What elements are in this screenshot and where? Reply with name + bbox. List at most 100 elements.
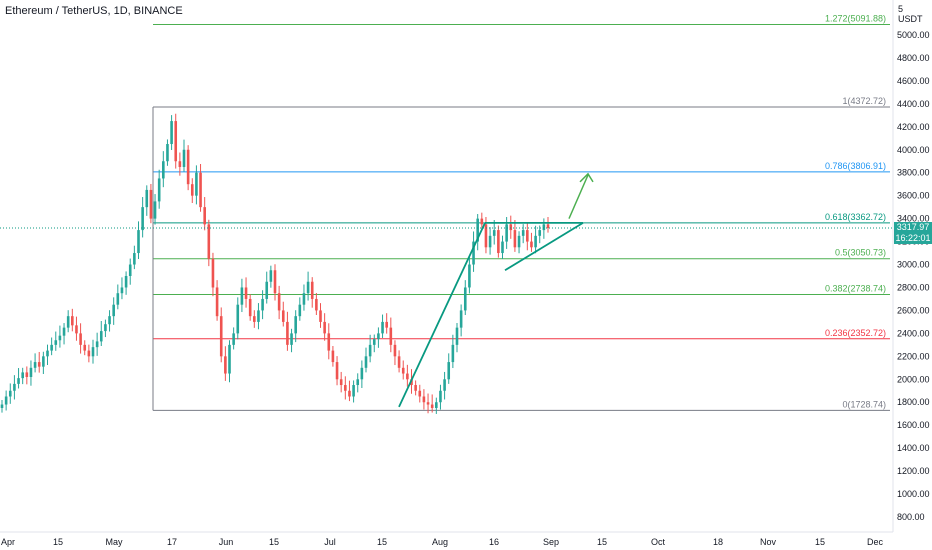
candle-body xyxy=(273,270,277,294)
candle-body xyxy=(170,121,173,145)
candle-body xyxy=(422,396,426,403)
candle-body xyxy=(377,333,380,340)
candle-body xyxy=(352,385,355,397)
bar-countdown: 16:22:01 xyxy=(895,233,931,243)
candle-body xyxy=(492,230,496,236)
candle-body xyxy=(21,372,24,379)
price-tick-label: 4800.00 xyxy=(897,53,930,63)
candle-body xyxy=(488,235,492,248)
candle-body xyxy=(418,390,422,397)
price-tick-label: 4200.00 xyxy=(897,122,930,132)
fib-level-label: 0.5(3050.73) xyxy=(835,248,886,258)
price-tick-label: 1800.00 xyxy=(897,397,930,407)
candle-body xyxy=(530,241,533,248)
time-tick-label: Dec xyxy=(867,537,884,547)
trend-line[interactable] xyxy=(398,222,486,408)
candle-body xyxy=(546,224,550,229)
candle-body xyxy=(50,344,53,351)
time-tick-label: Sep xyxy=(543,537,559,547)
fib-retracement[interactable]: 1.272(5091.88) 1(4372.72) 0.786(3806.91) 0.… xyxy=(152,13,890,411)
price-axis[interactable]: 5000.00 4800.00 4600.00 4400.00 4200.00 4000.… xyxy=(897,30,930,522)
time-tick-label: Jul xyxy=(324,537,336,547)
candle-body xyxy=(37,362,41,367)
fib-level-label: 1.272(5091.88) xyxy=(825,13,886,23)
candle-body xyxy=(261,298,264,311)
candle-body xyxy=(294,316,297,334)
candle-body xyxy=(344,385,347,391)
candle-body xyxy=(66,316,70,328)
price-tick-label: 3400.00 xyxy=(897,214,930,224)
candle-body xyxy=(62,327,66,336)
candle-body xyxy=(190,184,194,196)
candle-body xyxy=(497,230,500,254)
candle-body xyxy=(219,316,223,357)
last-price-label: 3317.97 16:22:01 xyxy=(894,222,932,244)
time-tick-label: 15 xyxy=(815,537,825,547)
candle-body xyxy=(542,224,546,231)
candle-body xyxy=(79,333,82,345)
candle-body xyxy=(240,287,244,305)
candle-body xyxy=(298,304,302,317)
candle-body xyxy=(389,327,393,345)
fib-level-label: 1(4372.72) xyxy=(842,96,886,106)
candle-body xyxy=(480,218,484,225)
candle-body xyxy=(534,235,537,248)
candle-body xyxy=(33,362,37,368)
candle-body xyxy=(414,385,417,391)
candle-body xyxy=(290,333,293,345)
candle-body xyxy=(174,121,178,162)
time-tick-label: 15 xyxy=(53,537,63,547)
candle-body xyxy=(145,189,149,208)
candle-body xyxy=(397,356,401,368)
candle-body xyxy=(505,224,508,242)
drawings[interactable] xyxy=(0,172,893,408)
candle-body xyxy=(4,396,8,405)
candle-body xyxy=(385,321,388,328)
candle-body xyxy=(17,378,20,384)
candle-body xyxy=(451,344,455,363)
candle-body xyxy=(455,327,459,345)
candle-body xyxy=(319,310,322,322)
candle-body xyxy=(327,333,331,351)
candle-body xyxy=(484,224,488,248)
candle-body xyxy=(364,356,368,368)
candle-body xyxy=(253,316,256,322)
candle-body xyxy=(108,316,111,325)
candle-body xyxy=(426,402,430,405)
triangle-support-line[interactable] xyxy=(504,222,584,272)
candle-body xyxy=(393,344,397,357)
candle-body xyxy=(203,207,206,225)
candle-body xyxy=(472,241,475,265)
candle-body xyxy=(104,324,107,332)
time-tick-label: Oct xyxy=(651,537,666,547)
candle-body xyxy=(141,207,144,231)
fib-level-label: 0.786(3806.91) xyxy=(825,161,886,171)
currency-unit: USDT xyxy=(898,14,923,24)
time-axis[interactable]: Apr 15 May 17 Jun 15 Jul 15 Aug 16 Sep 15 Oct 18 Nov 15… xyxy=(1,537,884,547)
currency-label[interactable]: 5 USDT xyxy=(898,4,926,24)
candle-body xyxy=(360,367,364,380)
candle-body xyxy=(112,304,115,317)
candle-body xyxy=(538,230,542,236)
price-tick-label: 1200.00 xyxy=(897,466,930,476)
candle-body xyxy=(513,230,517,248)
candle-body xyxy=(323,321,326,334)
candle-body xyxy=(120,287,124,294)
candle-body xyxy=(8,390,12,397)
candle-body xyxy=(521,230,525,236)
candle-body xyxy=(29,367,33,377)
candle-body xyxy=(224,356,227,374)
candle-body xyxy=(257,310,260,322)
candle-body xyxy=(443,379,446,391)
candle-body xyxy=(133,253,136,265)
candle-body xyxy=(468,264,471,288)
candle-body xyxy=(232,333,235,345)
candle-body xyxy=(281,310,285,322)
candle-body xyxy=(0,404,4,408)
candle-body xyxy=(13,383,16,391)
price-tick-label: 4600.00 xyxy=(897,76,930,86)
candle-body xyxy=(315,298,318,311)
target-arrow-head[interactable] xyxy=(579,172,594,183)
target-arrow-shaft[interactable] xyxy=(568,174,589,219)
